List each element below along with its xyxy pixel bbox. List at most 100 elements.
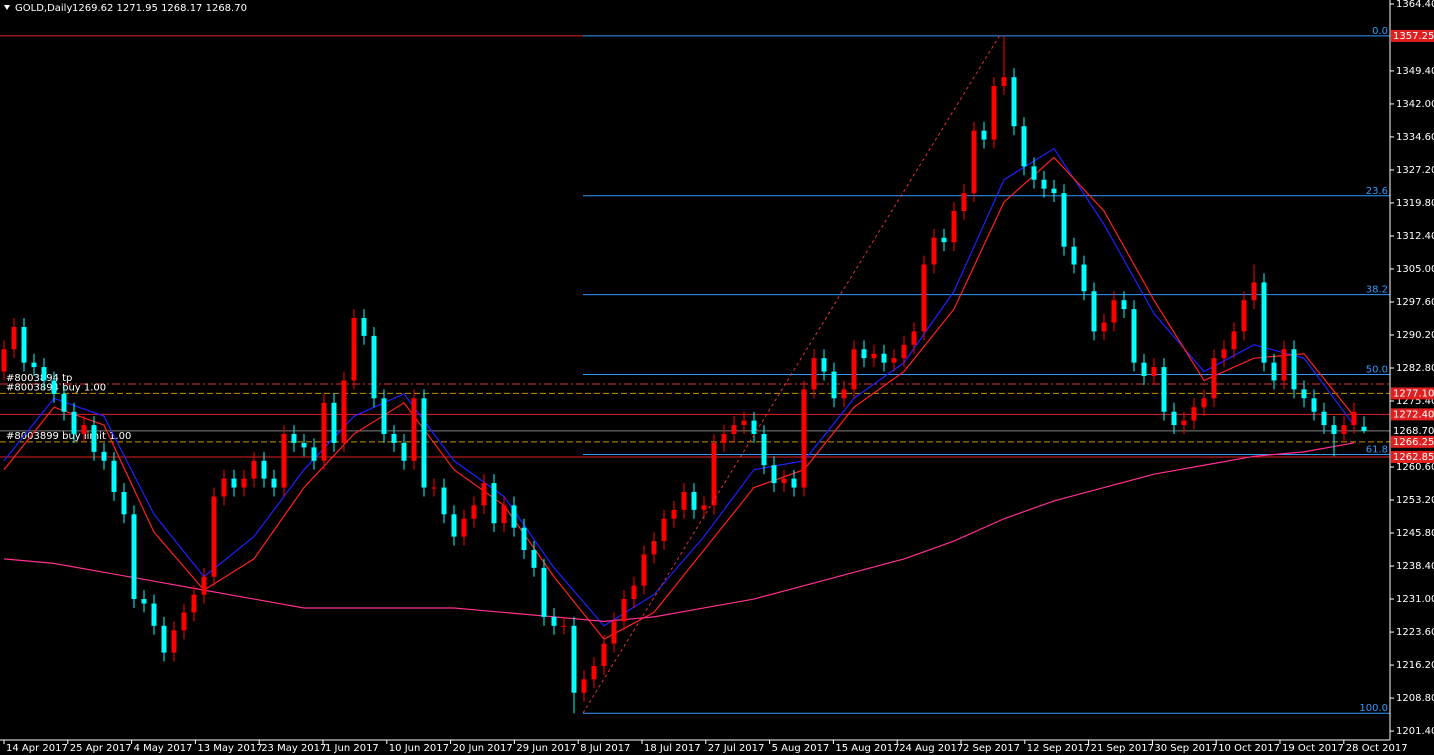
- fib-label: 50.0: [1366, 365, 1388, 376]
- candle-body: [671, 509, 677, 519]
- candle-body: [1011, 77, 1017, 127]
- x-tick-label: 14 Apr 2017: [6, 743, 68, 754]
- x-tick-label: 27 Jul 2017: [708, 743, 765, 754]
- y-tick-label: 1334.60: [1396, 132, 1434, 143]
- candle-body: [1361, 426, 1367, 431]
- candle-body: [781, 478, 787, 484]
- candle-body: [901, 344, 907, 359]
- price-tag-label: 1268.70: [1393, 426, 1434, 437]
- x-tick-label: 13 May 2017: [197, 743, 262, 754]
- candle-body: [1281, 349, 1287, 381]
- candle-body: [111, 460, 117, 492]
- candle-body: [221, 478, 227, 497]
- candle-body: [981, 130, 987, 140]
- candle-body: [1251, 282, 1257, 301]
- price-tag: [1391, 435, 1434, 448]
- candle-body: [921, 264, 927, 332]
- x-tick-label: 4 May 2017: [134, 743, 193, 754]
- candle-body: [361, 318, 367, 336]
- candle-body: [1341, 425, 1347, 435]
- candle-body: [81, 425, 87, 435]
- candle-body: [1221, 349, 1227, 359]
- x-tick-label: 12 Sep 2017: [1027, 743, 1090, 754]
- candle-body: [541, 567, 547, 617]
- candle-body: [401, 442, 407, 461]
- candle-body: [181, 612, 187, 631]
- candle-body: [1131, 309, 1137, 363]
- candle-body: [1241, 300, 1247, 332]
- candle-body: [961, 193, 967, 211]
- price-tag-label: 1262.85: [1393, 452, 1434, 463]
- candle-body: [471, 505, 477, 519]
- candle-body: [171, 630, 177, 653]
- candle-body: [1081, 264, 1087, 292]
- candle-body: [1301, 389, 1307, 399]
- y-tick-label: 1216.20: [1396, 660, 1434, 671]
- candle-body: [271, 478, 277, 488]
- order-label: #8003894 tp: [6, 373, 72, 384]
- candle-body: [741, 420, 747, 426]
- ohlc-values: 1269.62 1271.95 1268.17 1268.70: [72, 3, 247, 14]
- candle-body: [831, 371, 837, 399]
- x-tick-label: 1 Jun 2017: [325, 743, 379, 754]
- candle-body: [431, 487, 437, 489]
- candle-body: [391, 434, 397, 443]
- candle-body: [891, 358, 897, 363]
- fib-label: 0.0: [1372, 26, 1388, 37]
- y-tick-label: 1245.80: [1396, 528, 1434, 539]
- candle-body: [41, 367, 47, 381]
- candle-body: [21, 326, 27, 363]
- candle-body: [481, 483, 487, 506]
- candle-body: [1021, 126, 1027, 167]
- candle-body: [661, 518, 667, 542]
- candle-body: [121, 491, 127, 515]
- candle-body: [761, 434, 767, 466]
- candle-body: [191, 594, 197, 613]
- candle-body: [421, 398, 427, 488]
- x-tick-label: 25 Apr 2017: [70, 743, 132, 754]
- candle-body: [651, 541, 657, 555]
- x-tick-label: 10 Jun 2017: [389, 743, 449, 754]
- y-tick-label: 1312.40: [1396, 231, 1434, 242]
- x-tick-label: 18 Jul 2017: [644, 743, 701, 754]
- candle-body: [311, 447, 317, 461]
- candle-body: [1181, 420, 1187, 426]
- candle-body: [141, 599, 147, 604]
- order-label: #8003899 buy limit 1.00: [6, 431, 131, 442]
- candle-body: [551, 616, 557, 626]
- candle-body: [501, 505, 507, 524]
- candle-body: [1191, 407, 1197, 421]
- y-tick-label: 1231.00: [1396, 594, 1434, 605]
- candle-body: [51, 380, 57, 394]
- candle-body: [381, 398, 387, 435]
- candle-body: [1311, 398, 1317, 412]
- y-tick-label: 1282.80: [1396, 363, 1434, 374]
- y-tick-label: 1223.60: [1396, 627, 1434, 638]
- price-tag: [1391, 387, 1434, 400]
- candle-body: [801, 389, 807, 488]
- candle-body: [601, 643, 607, 666]
- fib-label: 100.0: [1359, 703, 1388, 714]
- plot: 0.0 23.6 38.2 50.0 61.8 100.0 #8003894 tp #8003…: [0, 26, 1390, 714]
- candle-body: [821, 358, 827, 372]
- candle-body: [1171, 411, 1177, 426]
- candle-body: [451, 514, 457, 537]
- y-tick-label: 1342.00: [1396, 99, 1434, 110]
- candle-body: [281, 434, 287, 488]
- y-tick-label: 1364.40: [1396, 0, 1434, 10]
- y-tick-label: 1201.40: [1396, 726, 1434, 737]
- candle-body: [1041, 179, 1047, 189]
- y-tick-label: 1260.60: [1396, 462, 1434, 473]
- x-tick-label: 8 Jul 2017: [580, 743, 630, 754]
- y-tick-label: 1305.00: [1396, 264, 1434, 275]
- candle-body: [1, 349, 7, 372]
- y-tick-label: 1208.80: [1396, 693, 1434, 704]
- candle-body: [721, 434, 727, 443]
- collapse-icon[interactable]: [4, 5, 10, 10]
- candle-body: [91, 425, 97, 452]
- candle-body: [911, 331, 917, 345]
- x-tick-label: 29 Jun 2017: [516, 743, 576, 754]
- candle-body: [61, 393, 67, 412]
